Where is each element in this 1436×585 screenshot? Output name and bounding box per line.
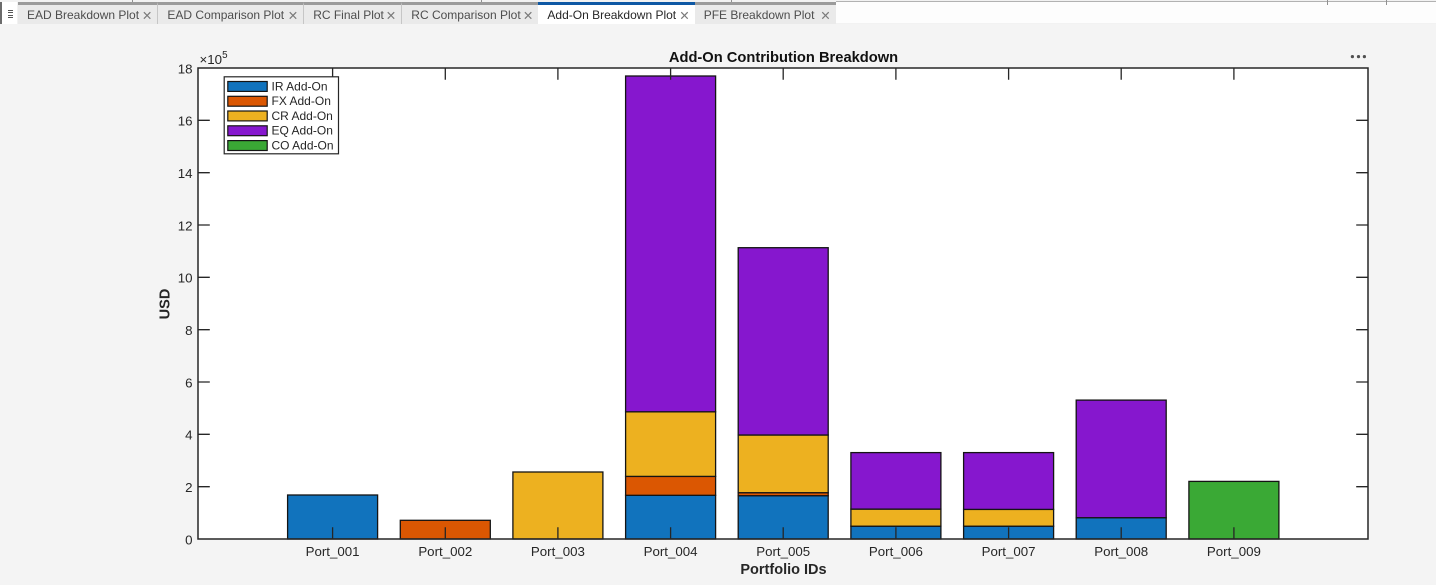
svg-text:Add-On Contribution Breakdown: Add-On Contribution Breakdown — [669, 50, 898, 66]
svg-text:Portfolio IDs: Portfolio IDs — [740, 562, 826, 578]
svg-text:Port_006: Port_006 — [869, 544, 923, 559]
svg-text:Port_008: Port_008 — [1094, 544, 1148, 559]
svg-text:Port_005: Port_005 — [756, 544, 810, 559]
svg-text:Port_003: Port_003 — [531, 544, 585, 559]
svg-text:FX Add-On: FX Add-On — [272, 94, 331, 108]
svg-text:6: 6 — [185, 375, 192, 390]
svg-text:USD: USD — [158, 289, 174, 320]
svg-text:4: 4 — [185, 428, 192, 443]
svg-text:EQ Add-On: EQ Add-On — [272, 124, 333, 138]
svg-text:CR Add-On: CR Add-On — [272, 109, 333, 123]
svg-text:8: 8 — [185, 323, 192, 338]
svg-text:Port_009: Port_009 — [1207, 544, 1261, 559]
svg-text:12: 12 — [178, 218, 193, 233]
svg-text:CO Add-On: CO Add-On — [272, 139, 334, 153]
svg-text:2: 2 — [185, 480, 192, 495]
svg-text:Port_007: Port_007 — [982, 544, 1036, 559]
svg-text:IR Add-On: IR Add-On — [272, 79, 328, 93]
svg-text:0: 0 — [185, 532, 192, 547]
svg-text:Port_002: Port_002 — [418, 544, 472, 559]
svg-text:10: 10 — [178, 271, 193, 286]
svg-text:Port_001: Port_001 — [306, 544, 360, 559]
svg-text:16: 16 — [178, 114, 193, 129]
svg-text:18: 18 — [178, 61, 193, 76]
svg-text:14: 14 — [178, 166, 193, 181]
svg-text:Port_004: Port_004 — [644, 544, 698, 559]
svg-text:×105: ×105 — [200, 50, 229, 67]
